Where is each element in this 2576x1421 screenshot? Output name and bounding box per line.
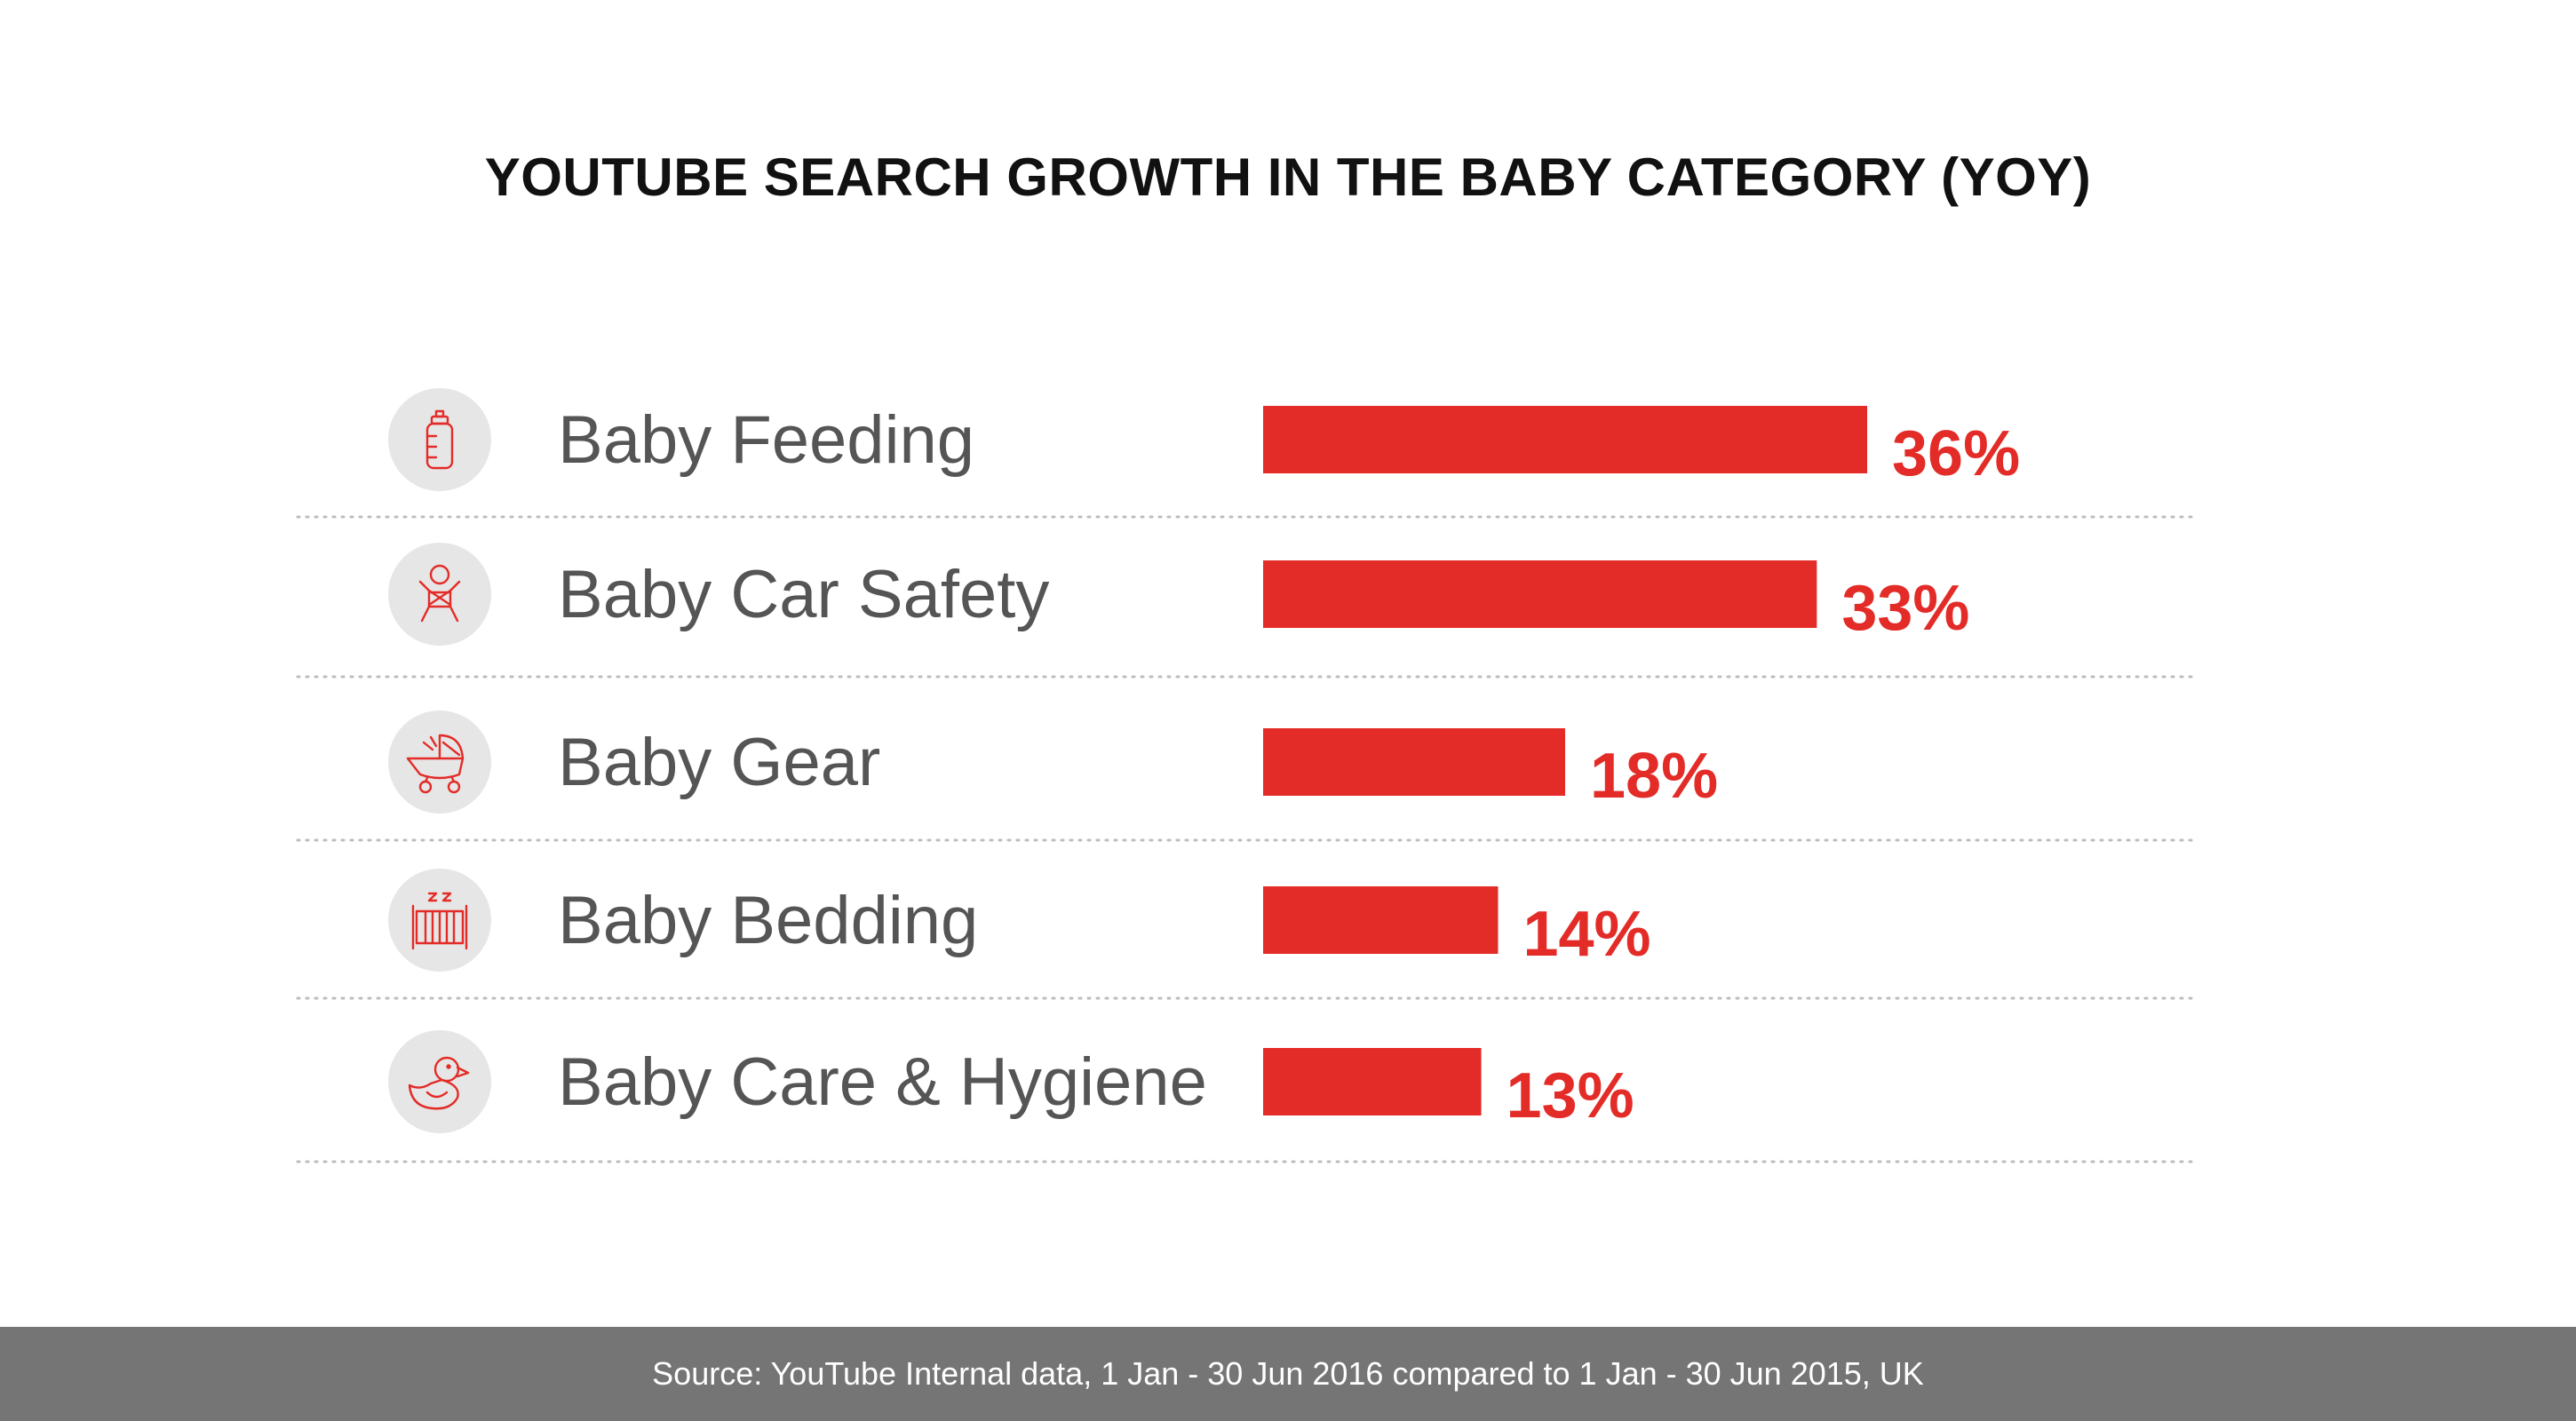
category-label: Baby Bedding [558,883,978,958]
value-label: 14% [1523,899,1650,970]
chart-row: Baby Feeding 36% [296,388,2200,519]
chart-row: Baby Care & Hygiene 13% [296,1030,2200,1163]
value-label: 13% [1507,1060,1634,1131]
value-label: 33% [1841,573,1969,644]
rubber-duck-icon [388,1030,491,1133]
category-label: Baby Car Safety [558,557,1049,632]
crib-icon [388,869,491,972]
bar-chart: Baby Feeding 36% Baby Car Safety 33% Baby Ge… [296,388,2200,1163]
bar [1263,406,1867,473]
source-footer: Source: YouTube Internal data, 1 Jan - 3… [0,1327,2576,1421]
chart-title: YOUTUBE SEARCH GROWTH IN THE BABY CATEGO… [484,147,2092,207]
category-label: Baby Care & Hygiene [558,1044,1207,1120]
chart-row: Baby Car Safety 33% [296,543,2200,679]
category-label: Baby Gear [558,725,880,800]
bar [1263,560,1817,628]
chart-row: Baby Gear 18% [296,710,2200,842]
bar [1263,1048,1482,1115]
baby-bottle-icon [388,388,491,491]
chart-row: Baby Bedding 14% [296,869,2200,1000]
stroller-icon [388,710,491,814]
source-text: Source: YouTube Internal data, 1 Jan - 3… [652,1355,1924,1392]
car-seat-baby-icon [388,543,491,646]
bar [1263,886,1499,954]
value-label: 18% [1590,741,1718,812]
value-label: 36% [1892,418,2020,489]
category-label: Baby Feeding [558,402,974,478]
bar [1263,728,1565,796]
